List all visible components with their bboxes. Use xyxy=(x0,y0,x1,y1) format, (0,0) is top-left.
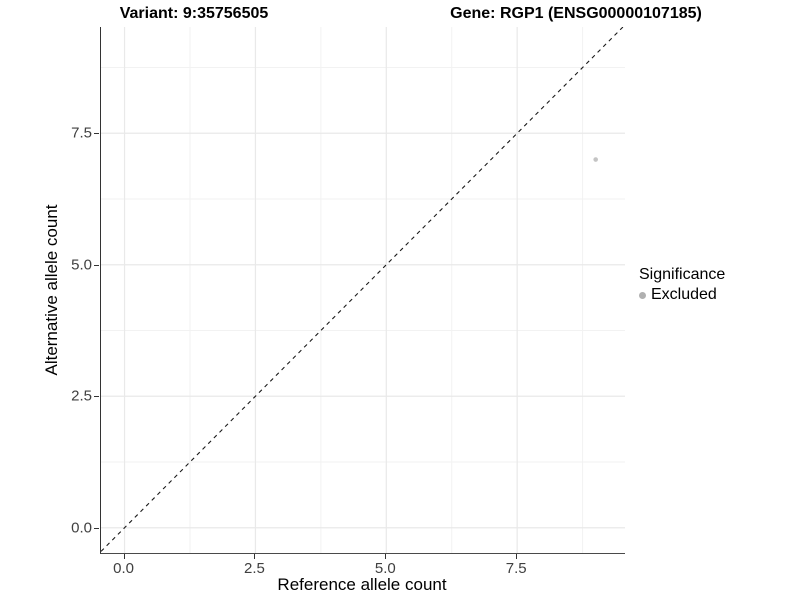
x-axis-tick-label: 2.5 xyxy=(243,560,265,577)
y-axis-tick xyxy=(94,396,99,398)
legend-item-excluded: Excluded xyxy=(639,286,725,304)
x-axis-tick xyxy=(254,554,256,559)
legend: Significance Excluded xyxy=(639,266,725,304)
x-axis-title: Reference allele count xyxy=(277,575,447,594)
plot-canvas xyxy=(101,27,625,553)
y-axis-tick xyxy=(94,264,99,266)
gene-title: Gene: RGP1 (ENSG00000107185) xyxy=(450,5,702,22)
x-axis-tick-label: 7.5 xyxy=(505,560,527,577)
x-axis-tick xyxy=(385,554,387,559)
variant-title: Variant: 9:35756505 xyxy=(119,5,269,22)
x-axis-tick-label: 5.0 xyxy=(374,560,396,577)
x-axis-tick xyxy=(123,554,125,559)
legend-item-label: Excluded xyxy=(651,286,717,303)
legend-title: Significance xyxy=(639,266,726,283)
data-point xyxy=(593,157,598,162)
y-axis-tick xyxy=(94,133,99,135)
y-axis-tick-label: 2.5 xyxy=(71,387,92,405)
y-axis-tick-label: 7.5 xyxy=(71,124,92,142)
identity-dashed-line xyxy=(101,27,624,552)
y-axis-title: Alternative allele count xyxy=(42,204,61,376)
plot-panel xyxy=(100,27,625,554)
y-axis-tick xyxy=(94,527,99,529)
y-axis-tick-label: 5.0 xyxy=(71,256,92,274)
x-axis-tick-label: 0.0 xyxy=(113,560,134,577)
y-axis-tick-label: 0.0 xyxy=(71,519,92,537)
legend-point-icon xyxy=(639,291,646,299)
x-axis-tick xyxy=(516,554,518,559)
